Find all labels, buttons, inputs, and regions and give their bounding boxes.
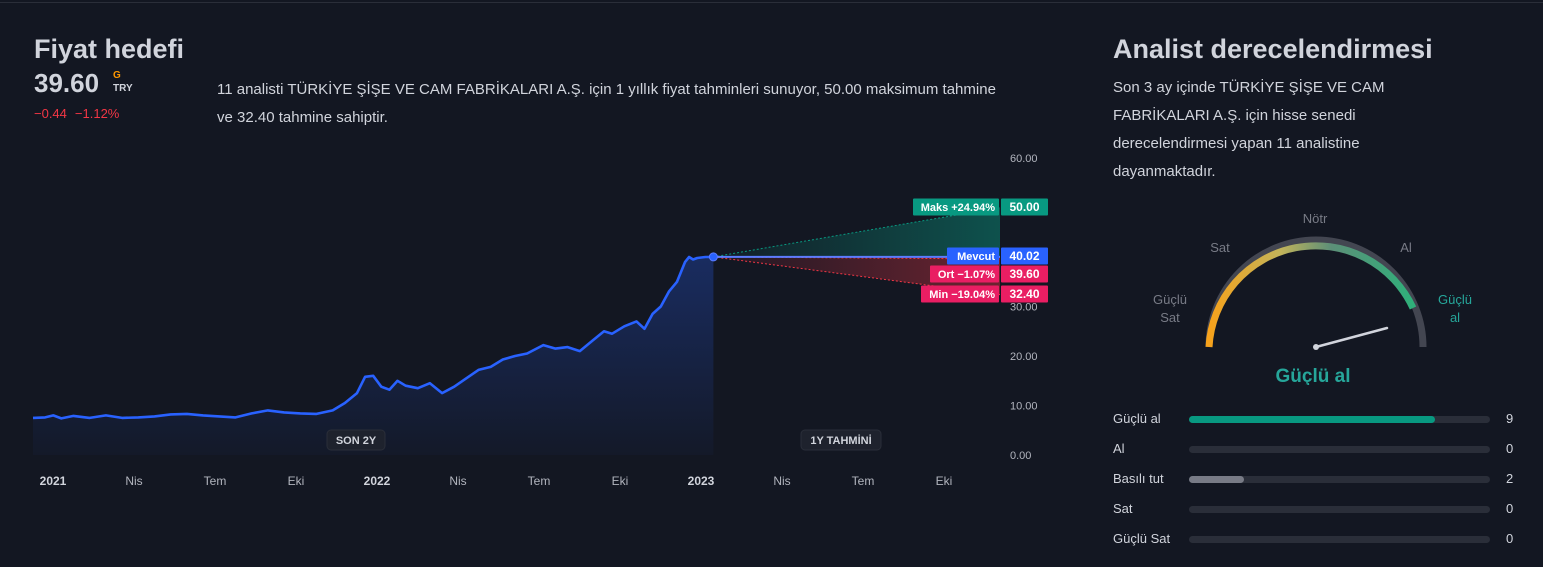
rating-count: 9 [1506, 411, 1514, 426]
rating-gauge: Nötr Sat Al Güçlü Sat Güçlü al Güçlü al [1153, 211, 1472, 385]
rating-row: Sat 0 [1113, 499, 1523, 519]
gauge-result: Güçlü al [1276, 366, 1351, 385]
gauge-track [1205, 236, 1427, 348]
target-max-label: Maks +24.94% [921, 202, 996, 214]
analyst-rating-description: Son 3 ay içinde TÜRKİYE ŞİŞE VE CAM FABR… [1113, 79, 1385, 180]
rating-bar-track [1189, 476, 1490, 483]
gauge-needle-pivot [1313, 344, 1319, 350]
price-change: −0.44 −1.12% [34, 106, 127, 121]
rating-row: Güçlü al 9 [1113, 409, 1523, 429]
gauge-needle [1314, 326, 1389, 349]
forecast-max-line [713, 207, 1001, 258]
gauge-label-strong-sell-1: Güçlü [1153, 292, 1187, 307]
current-price: 39.60 [34, 68, 100, 98]
y-tick-label: 30.00 [1010, 302, 1038, 314]
rating-count: 2 [1506, 471, 1514, 486]
target-current-label: Mevcut [957, 251, 995, 263]
target-avg-value-bg [1001, 265, 1048, 283]
gauge-label-buy: Al [1400, 240, 1412, 255]
rating-label: Güçlü Sat [1113, 531, 1171, 546]
x-tick-label: Eki [936, 474, 953, 488]
rating-bar-fill [1189, 416, 1436, 423]
gauge-arc [1205, 242, 1417, 348]
target-avg-label-bg [930, 265, 999, 283]
y-tick-label: 20.00 [1010, 351, 1038, 363]
rating-bar-fill [1189, 476, 1244, 483]
x-tick-label: Nis [773, 474, 790, 488]
target-min-value: 32.40 [1009, 287, 1039, 301]
x-tick-label: Tem [204, 474, 227, 488]
rating-count: 0 [1506, 441, 1514, 456]
x-tick-label: 2023 [688, 474, 715, 488]
rating-label: Sat [1113, 501, 1133, 516]
y-tick-label: 10.00 [1010, 401, 1038, 413]
target-max-value: 50.00 [1009, 200, 1039, 214]
top-divider [0, 2, 1543, 3]
target-current-label-bg [947, 247, 999, 265]
gauge-label-sell: Sat [1210, 240, 1230, 255]
price-target-chart: 60.00 30.00 20.00 10.00 0.00 2021 Nis Tem Eki 20… [32, 153, 1048, 488]
rating-label: Güçlü al [1113, 411, 1161, 426]
pill-forecast: 1Y TAHMİNİ [810, 434, 871, 447]
target-max-value-bg [1001, 198, 1048, 216]
x-tick-label: Tem [528, 474, 551, 488]
rating-bar-track [1189, 416, 1490, 423]
target-avg-label: Ort −1.07% [938, 269, 995, 281]
gauge-label-neutral: Nötr [1303, 211, 1328, 226]
rating-bar-track [1189, 536, 1490, 543]
target-current-value: 40.02 [1009, 249, 1039, 263]
target-min-label: Min −19.04% [929, 289, 995, 301]
target-avg-value: 39.60 [1009, 267, 1039, 281]
rating-label: Basılı tut [1113, 471, 1164, 486]
price-change-abs: −0.44 [34, 106, 67, 121]
pill-forecast-bg [800, 429, 882, 451]
target-min-label-bg [921, 285, 999, 303]
x-tick-label: Tem [852, 474, 875, 488]
x-tick-label: 2021 [40, 474, 67, 488]
y-tick-label: 0.00 [1010, 450, 1031, 462]
target-current-value-bg [1001, 247, 1048, 265]
x-tick-label: Eki [288, 474, 305, 488]
rating-count: 0 [1506, 501, 1514, 516]
target-min-value-bg [1001, 285, 1048, 303]
pill-past-bg [326, 429, 386, 451]
rating-bar-track [1189, 506, 1490, 513]
price-change-pct: −1.12% [74, 106, 120, 121]
price-target-title: Fiyat hedefi [34, 34, 185, 64]
price-area [33, 256, 714, 455]
rating-row: Güçlü Sat 0 [1113, 529, 1523, 549]
y-tick-label: 60.00 [1010, 153, 1038, 165]
gauge-label-strong-buy-2: al [1450, 310, 1460, 325]
price-line [32, 255, 714, 420]
currency-code: TRY [113, 83, 133, 94]
currency-flag: G [113, 70, 121, 81]
x-tick-label: 2022 [364, 474, 391, 488]
analyst-rating-title: Analist derecelendirmesi [1113, 34, 1433, 64]
x-tick-label: Nis [449, 474, 466, 488]
rating-row: Basılı tut 2 [1113, 469, 1523, 489]
target-max-label-bg [913, 198, 999, 216]
price-target-description: 11 analisti TÜRKİYE ŞİŞE VE CAM FABRİKAL… [217, 81, 996, 126]
last-price-point [708, 252, 718, 262]
rating-count: 0 [1506, 531, 1514, 546]
rating-label: Al [1113, 441, 1125, 456]
gauge-label-strong-sell-2: Sat [1160, 310, 1180, 325]
gauge-label-strong-buy-1: Güçlü [1438, 292, 1472, 307]
rating-bar-track [1189, 446, 1490, 453]
pill-past: SON 2Y [336, 435, 377, 447]
rating-row: Al 0 [1113, 439, 1523, 459]
x-tick-label: Nis [125, 474, 142, 488]
x-tick-label: Eki [612, 474, 629, 488]
